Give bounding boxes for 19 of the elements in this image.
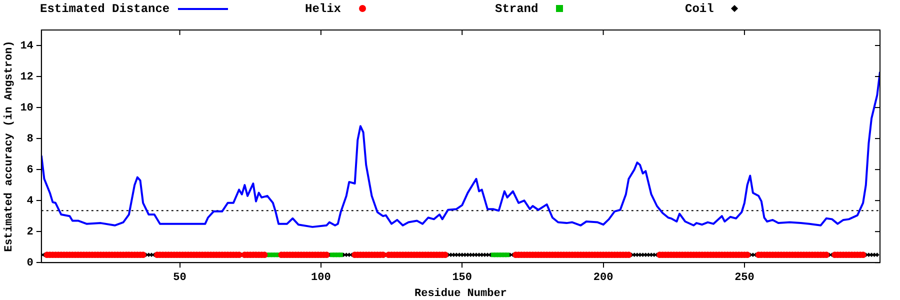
y-tick-label: 12 — [20, 71, 34, 84]
x-tick-label: 100 — [311, 272, 331, 284]
legend-label: Coil — [685, 2, 714, 16]
x-tick-label: 150 — [452, 272, 472, 284]
y-tick-label: 6 — [26, 164, 34, 176]
y-tick-label: 8 — [26, 133, 34, 146]
y-tick-label: 14 — [20, 40, 34, 52]
legend-label: Estimated Distance — [40, 2, 170, 16]
x-tick-label: 50 — [173, 272, 186, 284]
x-axis-title: Residue Number — [414, 288, 507, 300]
legend-label: Strand — [495, 2, 538, 16]
y-tick-label: 0 — [26, 257, 34, 270]
legend-label: Helix — [305, 2, 342, 16]
x-tick-label: 250 — [734, 272, 754, 284]
y-axis-title: Estimated accuracy (in Angstron) — [3, 40, 16, 252]
y-tick-label: 2 — [26, 226, 34, 238]
x-tick-label: 200 — [593, 272, 614, 284]
y-tick-label: 4 — [26, 195, 34, 208]
y-tick-label: 10 — [20, 102, 34, 114]
